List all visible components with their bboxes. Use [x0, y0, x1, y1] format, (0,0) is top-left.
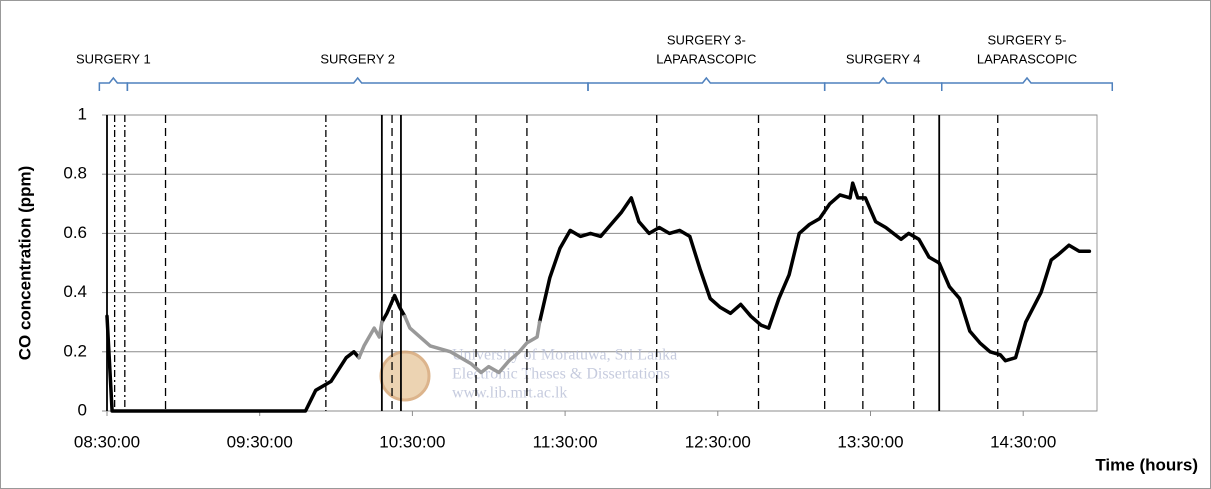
phase-label: SURGERY 3-: [667, 32, 746, 47]
x-axis-title: Time (hours): [1095, 455, 1198, 474]
y-tick-label: 1: [78, 104, 87, 123]
x-tick-label: 12:30:00: [685, 432, 751, 451]
x-tick-label: 11:30:00: [533, 432, 598, 451]
y-tick-label: 0.6: [63, 223, 87, 242]
phase-label: SURGERY 2: [320, 51, 395, 66]
y-tick-label: 0.2: [63, 341, 87, 360]
phase-brace: [941, 76, 1114, 91]
watermark-logo: [379, 350, 431, 402]
line-series: [105, 181, 1092, 413]
watermark-text: www.lib.mrt.ac.lk: [452, 385, 567, 402]
y-tick-label: 0.4: [63, 282, 87, 301]
x-tick-label: 08:30:00: [74, 432, 140, 451]
y-axis-title: CO concentration (ppm): [15, 166, 34, 361]
phase-label: LAPARASCOPIC: [656, 51, 756, 66]
x-tick-label: 09:30:00: [227, 432, 293, 451]
y-tick-label: 0: [78, 400, 87, 419]
watermark-text: Electronic Theses & Dissertations: [452, 366, 670, 383]
x-tick-label: 10:30:00: [379, 432, 445, 451]
phase-label: LAPARASCOPIC: [977, 51, 1077, 66]
y-tick-label: 0.8: [63, 164, 87, 183]
phase-label: SURGERY 4: [846, 51, 921, 66]
x-tick-label: 13:30:00: [837, 432, 903, 451]
watermark-text: University of Moratuwa, Sri Lanka: [452, 347, 677, 364]
phase-label: SURGERY 5-: [988, 32, 1067, 47]
phase-label: SURGERY 1: [76, 51, 151, 66]
x-tick-label: 14:30:00: [990, 432, 1056, 451]
line-series: [357, 314, 542, 375]
